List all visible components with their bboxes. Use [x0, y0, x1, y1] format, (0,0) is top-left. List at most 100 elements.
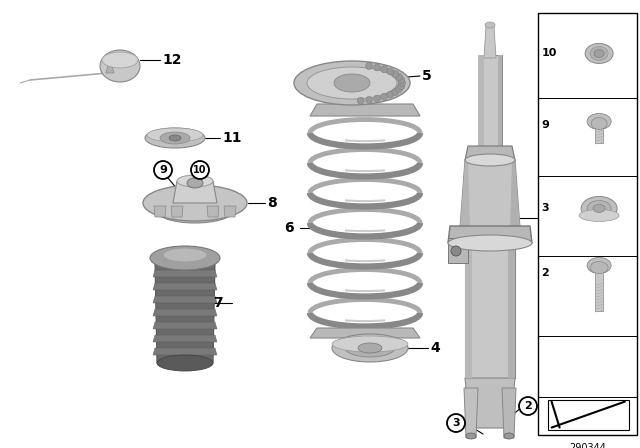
Polygon shape	[154, 206, 166, 217]
Polygon shape	[465, 241, 472, 378]
Polygon shape	[224, 206, 236, 217]
Ellipse shape	[451, 246, 461, 256]
Text: 3: 3	[452, 418, 460, 428]
Ellipse shape	[587, 258, 611, 273]
Ellipse shape	[157, 199, 233, 223]
Ellipse shape	[590, 262, 608, 273]
Ellipse shape	[100, 50, 140, 82]
Text: 10: 10	[193, 165, 207, 175]
Text: 290344: 290344	[569, 443, 605, 448]
Ellipse shape	[365, 63, 372, 69]
Circle shape	[154, 161, 172, 179]
Ellipse shape	[392, 70, 399, 78]
Polygon shape	[153, 283, 217, 290]
Text: 9: 9	[541, 121, 550, 130]
Polygon shape	[153, 348, 217, 355]
Polygon shape	[310, 328, 420, 338]
Ellipse shape	[465, 154, 515, 166]
Text: 10: 10	[541, 48, 557, 58]
Text: 2: 2	[524, 401, 532, 411]
Ellipse shape	[448, 235, 532, 251]
Ellipse shape	[147, 128, 203, 142]
Ellipse shape	[365, 96, 372, 103]
Polygon shape	[510, 160, 520, 228]
Text: 12: 12	[162, 53, 182, 67]
Text: 6: 6	[284, 221, 294, 235]
Text: 4: 4	[430, 341, 440, 355]
Ellipse shape	[143, 185, 247, 221]
Ellipse shape	[396, 73, 403, 80]
Ellipse shape	[102, 52, 138, 68]
Text: 7: 7	[213, 296, 223, 310]
Ellipse shape	[334, 74, 370, 92]
Ellipse shape	[381, 66, 388, 73]
Ellipse shape	[387, 91, 394, 98]
Polygon shape	[207, 206, 219, 217]
Ellipse shape	[163, 248, 207, 262]
Circle shape	[447, 414, 465, 432]
Polygon shape	[460, 160, 520, 228]
Polygon shape	[448, 226, 532, 243]
Ellipse shape	[392, 89, 399, 95]
Ellipse shape	[396, 86, 403, 93]
Ellipse shape	[307, 67, 397, 99]
Polygon shape	[464, 388, 478, 438]
Polygon shape	[153, 270, 217, 277]
Ellipse shape	[585, 43, 613, 64]
Ellipse shape	[485, 22, 495, 28]
Ellipse shape	[581, 197, 617, 220]
Polygon shape	[498, 55, 502, 148]
Text: 8: 8	[267, 196, 276, 210]
Polygon shape	[502, 388, 516, 438]
Polygon shape	[465, 146, 515, 160]
Ellipse shape	[397, 76, 404, 83]
Text: 3: 3	[541, 203, 549, 214]
Polygon shape	[465, 378, 515, 428]
Ellipse shape	[466, 433, 476, 439]
Ellipse shape	[294, 61, 410, 105]
Ellipse shape	[399, 79, 406, 86]
Ellipse shape	[587, 200, 611, 216]
Circle shape	[191, 161, 209, 179]
Ellipse shape	[357, 97, 364, 104]
Polygon shape	[310, 104, 420, 116]
Text: 5: 5	[422, 69, 432, 83]
Ellipse shape	[387, 68, 394, 75]
Polygon shape	[153, 335, 217, 342]
Ellipse shape	[590, 47, 608, 60]
Text: 11: 11	[222, 131, 241, 145]
Ellipse shape	[358, 343, 382, 353]
Ellipse shape	[332, 334, 408, 362]
Polygon shape	[153, 309, 217, 316]
Polygon shape	[548, 400, 628, 430]
Circle shape	[519, 397, 537, 415]
Polygon shape	[478, 55, 484, 148]
Polygon shape	[460, 160, 470, 228]
Ellipse shape	[374, 64, 381, 71]
Polygon shape	[173, 181, 217, 203]
Ellipse shape	[374, 95, 381, 102]
Ellipse shape	[150, 246, 220, 270]
Ellipse shape	[579, 210, 619, 221]
Polygon shape	[484, 26, 496, 58]
Polygon shape	[448, 238, 468, 263]
Polygon shape	[171, 206, 183, 217]
Polygon shape	[153, 322, 217, 329]
Polygon shape	[508, 241, 515, 378]
Text: 9: 9	[159, 165, 167, 175]
Bar	[595, 263, 603, 311]
Ellipse shape	[587, 113, 611, 129]
Polygon shape	[155, 263, 215, 363]
Bar	[538, 13, 637, 435]
Text: 2: 2	[541, 268, 549, 279]
Ellipse shape	[169, 135, 181, 141]
Polygon shape	[106, 66, 114, 73]
Ellipse shape	[177, 175, 213, 187]
Polygon shape	[478, 55, 502, 148]
Ellipse shape	[345, 339, 395, 357]
Ellipse shape	[187, 178, 203, 188]
Ellipse shape	[157, 355, 213, 371]
Ellipse shape	[145, 128, 205, 148]
Ellipse shape	[591, 117, 607, 129]
Bar	[595, 121, 603, 143]
